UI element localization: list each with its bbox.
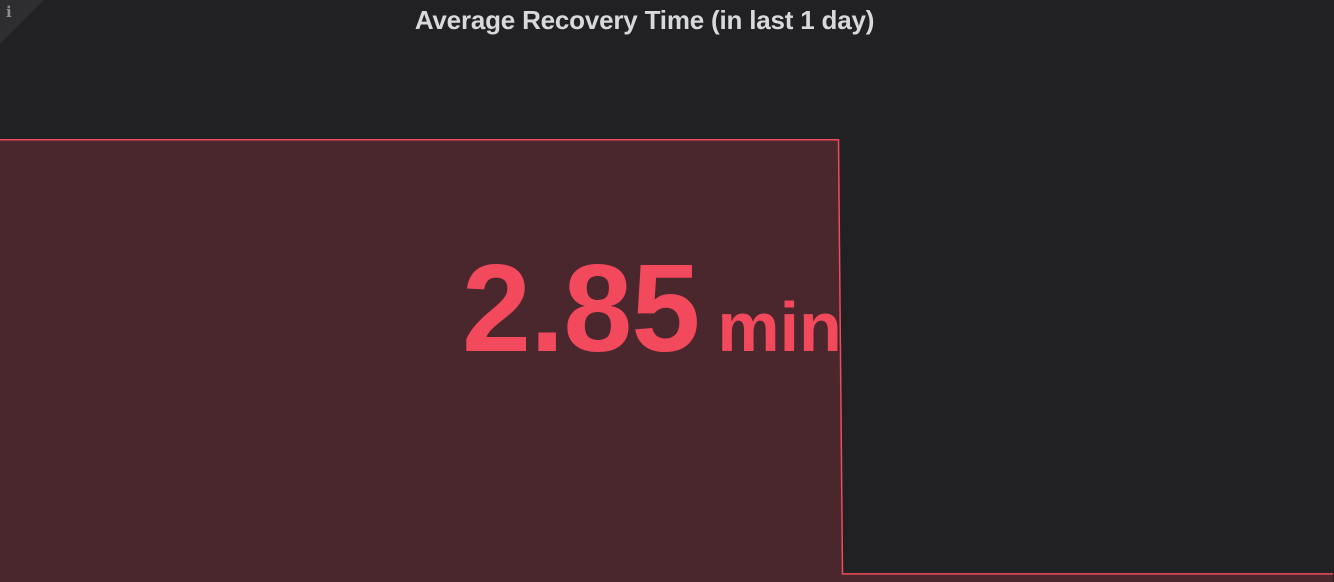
stat-unit: min	[717, 288, 842, 366]
sparkline-line	[0, 138, 1333, 575]
sparkline-fill	[0, 139, 1333, 582]
info-corner-triangle	[0, 0, 44, 44]
stat-display: 2.85 min	[462, 244, 842, 374]
panel-info-corner[interactable]: i	[0, 0, 44, 44]
panel-title[interactable]: Average Recovery Time (in last 1 day)	[414, 5, 875, 35]
info-icon: i	[6, 3, 12, 21]
stat-value: 2.85	[462, 240, 700, 378]
